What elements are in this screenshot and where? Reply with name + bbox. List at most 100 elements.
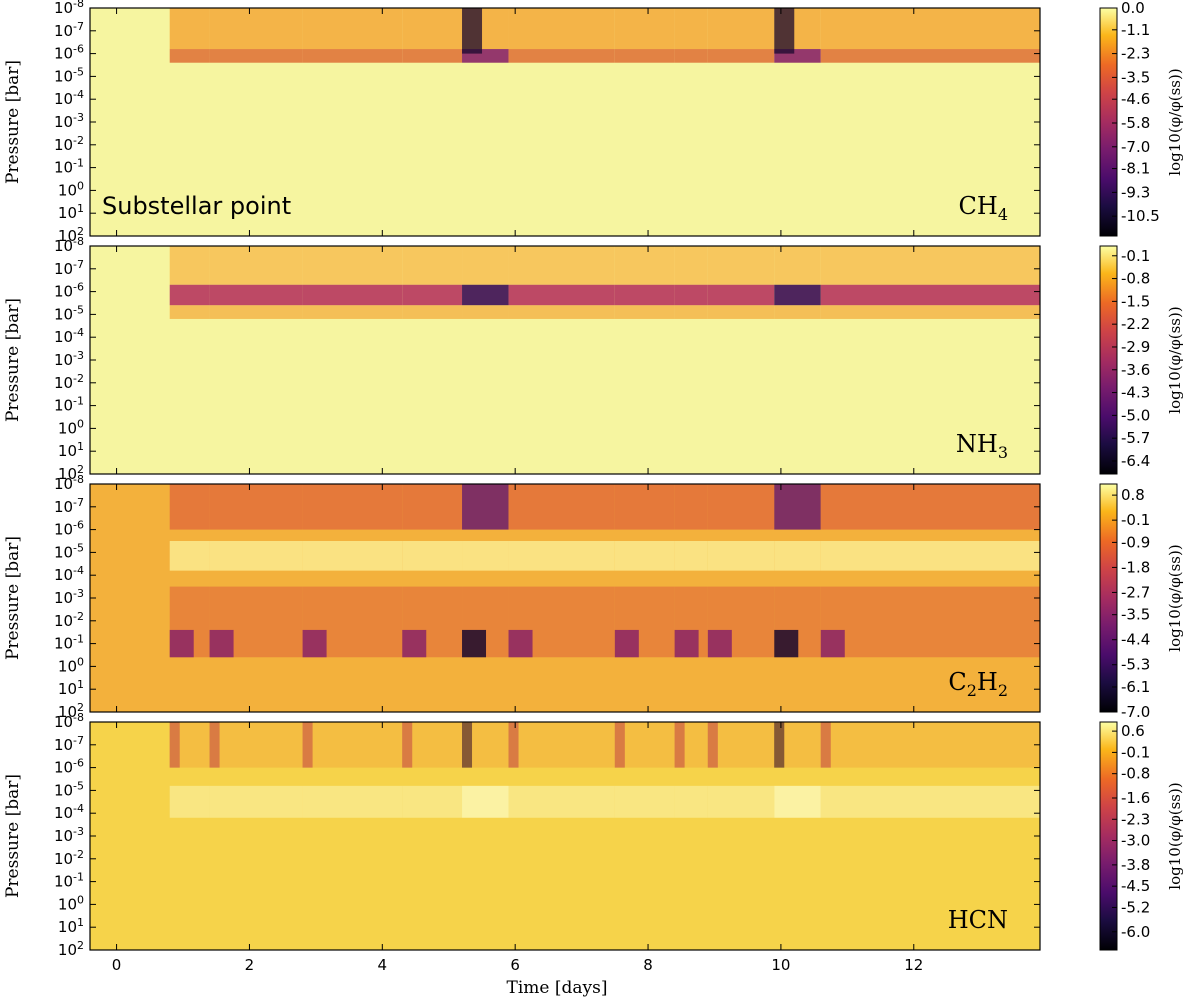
event-band-core (614, 284, 675, 306)
y-tick-label: 10-3 (54, 825, 84, 845)
event-band-bright (508, 785, 615, 818)
colorbar-tick-label: -8.1 (1121, 160, 1150, 178)
event-band (614, 8, 675, 50)
colorbar-tick-label: -1.1 (1121, 21, 1150, 39)
event-onset (169, 722, 180, 768)
colorbar-tick-label: -3.5 (1121, 606, 1150, 624)
event-band-upper (674, 484, 708, 530)
y-tick-label: 10-4 (54, 326, 84, 346)
y-tick-label: 10-8 (54, 473, 84, 493)
event-band-upper (209, 484, 303, 530)
event-band-upper (302, 484, 403, 530)
event-band-upper (774, 484, 821, 530)
colorbar-tick-label: -3.0 (1121, 832, 1150, 850)
colorbar-gradient (1099, 245, 1118, 475)
event-band-upper (402, 484, 463, 530)
event-band-bright (462, 541, 509, 571)
y-tick-label: 101 (58, 440, 84, 460)
event-onset (774, 629, 799, 658)
y-tick-label: 10-2 (54, 134, 84, 154)
event-band (674, 8, 708, 50)
colorbar-tick-label: -5.8 (1121, 114, 1150, 132)
colorbar-tick-label: -4.5 (1121, 877, 1150, 895)
species-label: HCN (948, 906, 1008, 934)
event-band (169, 8, 210, 50)
event-band (820, 722, 1040, 768)
colorbar-tick-label: -0.8 (1121, 765, 1150, 783)
colorbar-gradient (1099, 721, 1118, 951)
event-onset (209, 629, 234, 658)
event-band (508, 722, 615, 768)
event-band-bright (508, 541, 615, 571)
event-band-bright (402, 541, 463, 571)
event-onset (508, 722, 519, 768)
y-axis-label: Pressure [bar] (3, 774, 23, 898)
colorbar-tick-label: -7.0 (1121, 138, 1150, 156)
event-band (707, 8, 775, 50)
colorbar-tick-label: -4.3 (1121, 384, 1150, 402)
event-band-core (820, 284, 1040, 306)
y-tick-label: 100 (58, 893, 84, 913)
annotation-label: Substellar point (102, 192, 291, 220)
colorbar-gradient (1099, 483, 1118, 713)
y-tick-label: 10-3 (54, 587, 84, 607)
colorbar-tick-label: -10.5 (1121, 207, 1160, 225)
y-tick-label: 10-1 (54, 633, 84, 653)
y-tick-label: 10-7 (54, 20, 84, 40)
colorbar-tick-label: -1.6 (1121, 789, 1150, 807)
event-band (402, 722, 463, 768)
event-band-core (674, 284, 708, 306)
y-tick-label: 10-8 (54, 711, 84, 731)
colorbar-tick-label: -3.5 (1121, 68, 1150, 86)
event-band-bright (774, 785, 821, 818)
y-tick-label: 10-6 (54, 757, 84, 777)
event-band-tail (707, 305, 775, 319)
event-band (614, 722, 675, 768)
event-band-tail (508, 305, 615, 319)
colorbar-tick-label: -5.0 (1121, 406, 1150, 424)
colorbar-tick-label: -0.1 (1121, 247, 1150, 265)
event-band-tail (462, 305, 509, 319)
colorbar: -0.1 -0.8 -1.5 -2.2 -2.9 -3.6 -4.3 -5.0 -5.7 -6.4… (1099, 245, 1184, 475)
event-band (209, 8, 303, 50)
colorbar-label: log10(φ/φ(ss)) (1166, 306, 1184, 413)
event-band-tail (614, 305, 675, 319)
y-tick-label: 10-1 (54, 157, 84, 177)
event-band (508, 246, 615, 285)
event-onset (302, 629, 327, 658)
event-band (169, 246, 210, 285)
event-onset (614, 722, 625, 768)
y-tick-label: 10-2 (54, 372, 84, 392)
event-band-core (302, 284, 403, 306)
colorbar-tick-label: -6.1 (1121, 678, 1150, 696)
event-onset (462, 8, 483, 54)
y-tick-label: 10-5 (54, 65, 84, 85)
panels-layer: 10-8 10-7 10-6 10-5 10-4 10-3 10-2 10-1 100 101 10… (3, 0, 1184, 974)
colorbar-tick-label: -0.1 (1121, 743, 1150, 761)
y-tick-label: 101 (58, 916, 84, 936)
event-band-bright (774, 541, 821, 571)
event-band-bright (674, 785, 708, 818)
event-band (614, 246, 675, 285)
event-band (774, 246, 821, 285)
colorbar-label: log10(φ/φ(ss)) (1166, 782, 1184, 889)
event-band-upper (820, 484, 1040, 530)
y-tick-label: 102 (58, 701, 84, 721)
species-label: NH3 (956, 430, 1008, 462)
event-band (462, 246, 509, 285)
y-tick-label: 10-7 (54, 734, 84, 754)
event-band-lower (820, 586, 1040, 658)
event-band-core (614, 49, 675, 63)
y-tick-label: 10-6 (54, 519, 84, 539)
event-onset (614, 629, 639, 658)
y-tick-label: 10-2 (54, 610, 84, 630)
heatmap-background (90, 722, 1040, 950)
colorbar-tick-label: 0.8 (1121, 486, 1145, 504)
y-tick-label: 10-1 (54, 395, 84, 415)
event-band-bright (302, 785, 403, 818)
colorbar-tick-label: -4.6 (1121, 90, 1150, 108)
y-tick-label: 10-2 (54, 848, 84, 868)
event-band-upper (508, 484, 615, 530)
y-tick-label: 10-3 (54, 111, 84, 131)
